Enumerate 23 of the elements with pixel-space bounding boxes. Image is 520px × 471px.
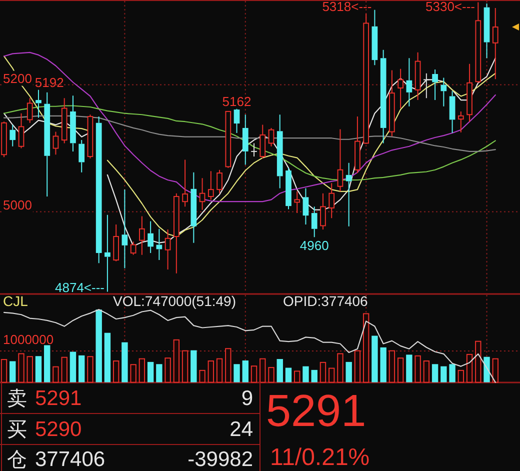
text: 377406	[35, 448, 106, 471]
annotation: 5192	[34, 74, 64, 90]
y-tick-label: 5000	[3, 198, 32, 213]
annotation: 4874<---	[55, 280, 104, 295]
annotation: 5330<---	[426, 0, 475, 14]
text: 11/0.21%	[270, 444, 370, 471]
annotation: VOL:747000(51:49)	[113, 293, 236, 309]
text: 5291	[35, 387, 82, 410]
text: 9	[241, 387, 253, 410]
text: 5290	[35, 418, 82, 441]
text: 买	[7, 419, 27, 441]
text: 卖	[7, 388, 27, 410]
y-tick-label: 5200	[3, 70, 32, 86]
annotation: 5162	[222, 94, 252, 109]
annotation: OPID:377406	[283, 293, 368, 309]
chart-title: CJL	[3, 293, 28, 309]
annotation: 5318<---	[322, 0, 372, 14]
annotation: 4960	[300, 238, 329, 253]
annotation: 1000000	[3, 332, 54, 348]
text: 5291	[266, 385, 366, 436]
text: 仓	[7, 449, 27, 471]
text: 24	[230, 418, 254, 441]
text: -39982	[188, 448, 253, 471]
